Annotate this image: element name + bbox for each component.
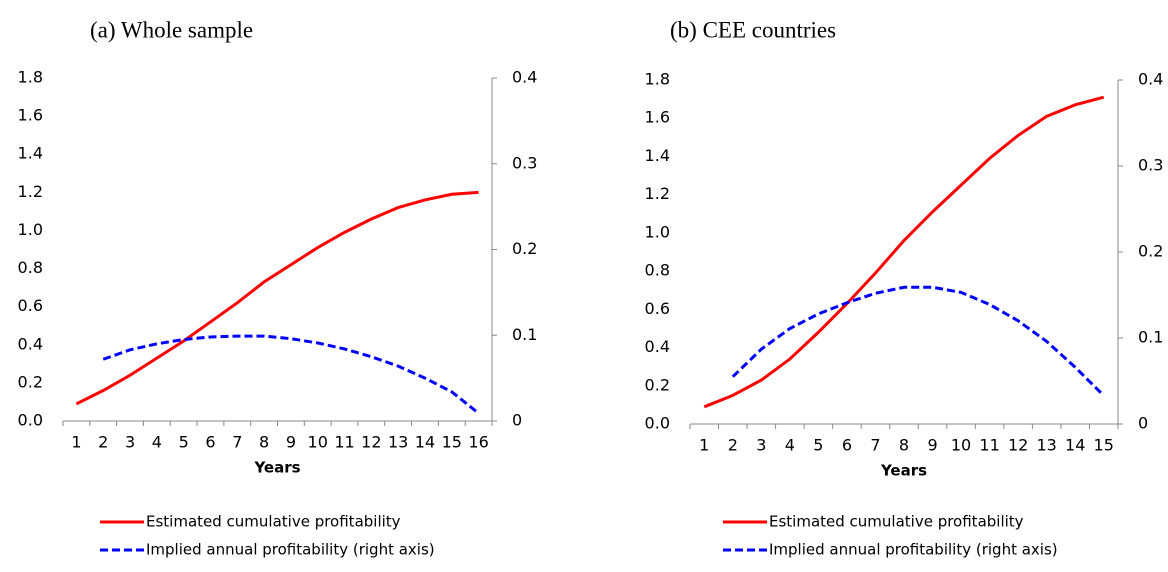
y-tick-label: 0.0 <box>18 411 43 430</box>
y-tick-label: 0.0 <box>645 414 670 433</box>
x-tick-label: 15 <box>442 433 462 452</box>
y2-tick-label: 0.4 <box>1138 70 1163 89</box>
x-tick-label: 12 <box>1008 436 1028 455</box>
x-tick-label: 10 <box>951 436 971 455</box>
x-tick-label: 1 <box>699 436 709 455</box>
x-tick-label: 3 <box>125 433 135 452</box>
y-tick-label: 1.0 <box>645 222 670 241</box>
x-tick-label: 4 <box>785 436 795 455</box>
y-tick-label: 1.4 <box>18 144 43 163</box>
x-tick-label: 5 <box>179 433 189 452</box>
y-tick-label: 1.0 <box>18 220 43 239</box>
legend-label: Implied annual profitability (right axis… <box>146 541 435 559</box>
chart-title: (a) Whole sample <box>90 17 253 42</box>
x-tick-label: 6 <box>205 433 215 452</box>
x-tick-label: 6 <box>842 436 852 455</box>
x-tick-label: 2 <box>728 436 738 455</box>
x-tick-label: 11 <box>334 433 354 452</box>
series-line <box>102 334 480 415</box>
y-tick-label: 1.8 <box>18 68 43 87</box>
x-tick-label: 16 <box>468 433 488 452</box>
x-tick-label: 14 <box>415 433 435 452</box>
x-tick-label: 5 <box>813 436 823 455</box>
x-tick-label: 9 <box>927 436 937 455</box>
y-tick-label: 0.8 <box>18 258 43 277</box>
x-tick-label: 13 <box>388 433 408 452</box>
y-tick-label: 1.2 <box>645 184 670 203</box>
y-tick-label: 1.6 <box>645 108 670 127</box>
y-tick-label: 0.8 <box>645 261 670 280</box>
y2-tick-label: 0.2 <box>512 239 537 258</box>
x-tick-label: 4 <box>152 433 162 452</box>
x-tick-label: 15 <box>1094 436 1114 455</box>
y2-tick-label: 0.1 <box>512 325 537 344</box>
x-tick-label: 7 <box>232 433 242 452</box>
series-line <box>703 95 1105 409</box>
legend-label: Estimated cumulative profitability <box>769 513 1024 531</box>
x-tick-label: 14 <box>1065 436 1085 455</box>
y2-tick-label: 0.3 <box>1138 156 1163 175</box>
x-tick-label: 1 <box>71 433 81 452</box>
x-tick-label: 11 <box>979 436 999 455</box>
y-tick-label: 0.2 <box>18 372 43 391</box>
y-tick-label: 1.4 <box>645 146 670 165</box>
x-tick-label: 8 <box>259 433 269 452</box>
y-tick-label: 0.4 <box>645 337 670 356</box>
chart-title: (b) CEE countries <box>670 17 836 42</box>
x-tick-label: 13 <box>1036 436 1056 455</box>
y2-tick-label: 0.3 <box>512 153 537 172</box>
x-tick-label: 12 <box>361 433 381 452</box>
y-tick-label: 0.2 <box>645 375 670 394</box>
legend-label: Implied annual profitability (right axis… <box>769 541 1058 559</box>
y2-tick-label: 0.1 <box>1138 328 1163 347</box>
y-tick-label: 0.6 <box>18 296 43 315</box>
y-tick-label: 0.4 <box>18 334 43 353</box>
series-line <box>731 285 1105 397</box>
y2-tick-label: 0.2 <box>1138 242 1163 261</box>
x-tick-label: 3 <box>756 436 766 455</box>
x-axis-label: Years <box>253 459 300 477</box>
y2-tick-label: 0.4 <box>512 68 537 87</box>
y-tick-label: 0.6 <box>645 299 670 318</box>
y2-tick-label: 0 <box>1138 414 1148 433</box>
x-tick-label: 8 <box>899 436 909 455</box>
x-tick-label: 7 <box>870 436 880 455</box>
x-tick-label: 9 <box>286 433 296 452</box>
y-tick-label: 1.2 <box>18 182 43 201</box>
y-tick-label: 1.6 <box>18 106 43 125</box>
x-tick-label: 10 <box>308 433 328 452</box>
x-axis-label: Years <box>880 462 927 480</box>
x-tick-label: 2 <box>98 433 108 452</box>
series-line <box>75 190 479 406</box>
y2-tick-label: 0 <box>512 411 522 430</box>
legend-label: Estimated cumulative profitability <box>146 513 401 531</box>
y-tick-label: 1.8 <box>645 70 670 89</box>
